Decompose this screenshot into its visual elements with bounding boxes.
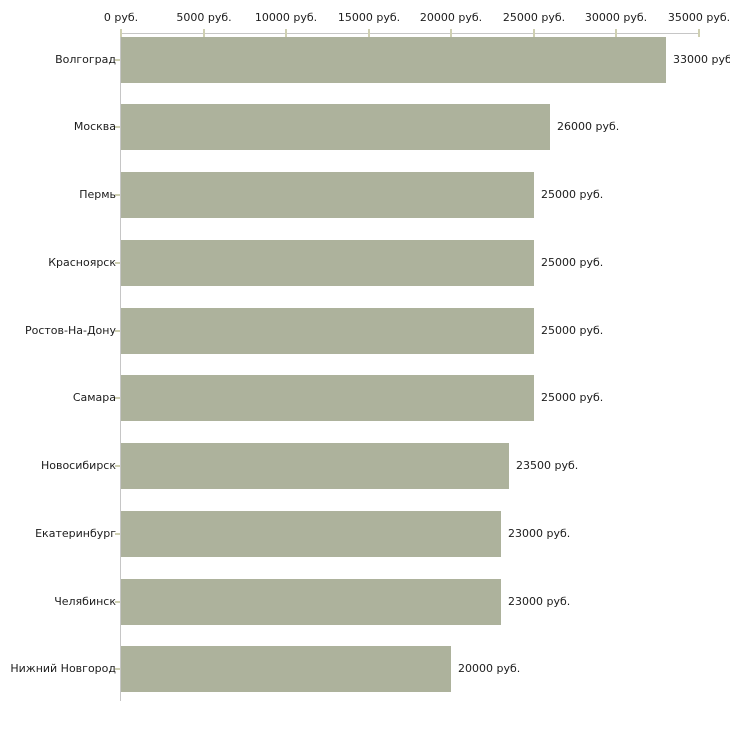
value-label: 26000 руб.	[557, 120, 620, 133]
bar	[121, 104, 550, 150]
bar	[121, 443, 509, 489]
bar	[121, 579, 501, 625]
y-axis-label: Москва	[73, 120, 116, 133]
bar	[121, 511, 501, 557]
bar	[121, 308, 534, 354]
x-tick-label: 5000 руб.	[176, 11, 232, 24]
y-axis-label: Нижний Новгород	[10, 662, 116, 675]
x-tick-label: 10000 руб.	[254, 11, 318, 24]
y-tick-mark	[115, 59, 120, 61]
bar	[121, 172, 534, 218]
x-tick-mark	[450, 29, 452, 37]
y-tick-mark	[115, 330, 120, 332]
x-tick-mark	[285, 29, 287, 37]
y-tick-mark	[115, 262, 120, 264]
x-tick-mark	[203, 29, 205, 37]
y-axis-label: Екатеринбург	[35, 527, 116, 540]
value-label: 25000 руб.	[541, 188, 604, 201]
x-axis-line	[121, 33, 699, 34]
y-tick-mark	[115, 194, 120, 196]
bar	[121, 375, 534, 421]
y-axis-label: Новосибирск	[40, 459, 116, 472]
value-label: 23000 руб.	[508, 595, 571, 608]
x-tick-mark	[368, 29, 370, 37]
x-tick-mark	[120, 29, 122, 37]
y-tick-mark	[115, 126, 120, 128]
value-label: 25000 руб.	[541, 324, 604, 337]
value-label: 20000 руб.	[458, 662, 521, 675]
value-label: 23000 руб.	[508, 527, 571, 540]
x-tick-label: 15000 руб.	[337, 11, 401, 24]
value-label: 23500 руб.	[516, 459, 579, 472]
x-tick-label: 25000 руб.	[502, 11, 566, 24]
y-axis-label: Ростов-На-Дону	[24, 324, 116, 337]
value-label: 25000 руб.	[541, 391, 604, 404]
value-label: 25000 руб.	[541, 256, 604, 269]
value-label: 33000 руб	[673, 53, 730, 66]
y-axis-line	[120, 33, 121, 701]
bar	[121, 240, 534, 286]
x-tick-mark	[533, 29, 535, 37]
x-tick-mark	[615, 29, 617, 37]
y-tick-mark	[115, 668, 120, 670]
x-tick-label: 0 руб.	[103, 11, 139, 24]
y-tick-mark	[115, 397, 120, 399]
x-tick-label: 20000 руб.	[419, 11, 483, 24]
y-axis-label: Волгоград	[55, 53, 116, 66]
x-tick-label: 35000 руб.	[667, 11, 730, 24]
y-axis-label: Красноярск	[48, 256, 116, 269]
y-axis-label: Челябинск	[54, 595, 116, 608]
y-axis-label: Пермь	[79, 188, 116, 201]
y-tick-mark	[115, 601, 120, 603]
bar	[121, 646, 451, 692]
y-tick-mark	[115, 533, 120, 535]
y-tick-mark	[115, 465, 120, 467]
y-axis-label: Самара	[72, 391, 116, 404]
x-tick-label: 30000 руб.	[584, 11, 648, 24]
x-tick-mark	[698, 29, 700, 37]
bar	[121, 37, 666, 83]
